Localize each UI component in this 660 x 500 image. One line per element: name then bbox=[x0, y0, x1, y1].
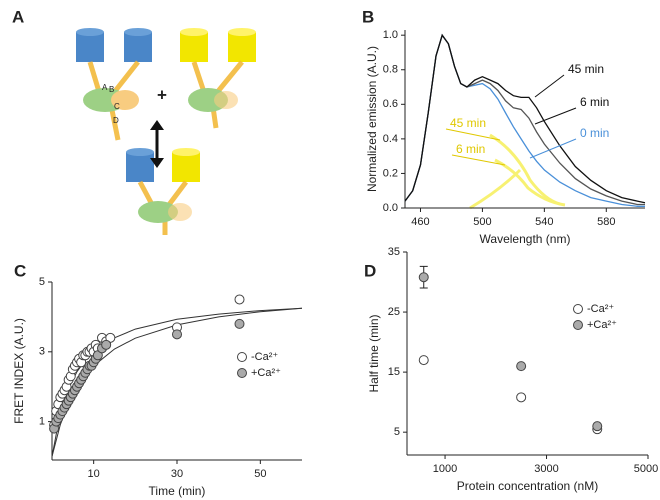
y-axis-label: Half time (min) bbox=[367, 314, 381, 392]
data-point bbox=[101, 339, 112, 350]
double-arrow bbox=[150, 120, 164, 168]
y-tick-label: 5 bbox=[394, 426, 400, 438]
spectrum-line bbox=[404, 33, 646, 204]
spectrum-line bbox=[404, 33, 645, 206]
data-point bbox=[516, 392, 527, 403]
legend-marker bbox=[237, 368, 247, 378]
y-axis-label: FRET INDEX (A.U.) bbox=[12, 318, 26, 424]
annotation: 6 min bbox=[580, 95, 609, 109]
domain-label: A bbox=[102, 83, 108, 92]
x-tick-label: 50 bbox=[254, 468, 266, 480]
legend-label: +Ca²⁺ bbox=[251, 367, 281, 379]
y-tick-label: 15 bbox=[388, 366, 400, 378]
x-tick-label: 540 bbox=[535, 216, 553, 228]
legend-label: -Ca²⁺ bbox=[251, 351, 278, 363]
x-tick-label: 10 bbox=[88, 468, 100, 480]
annotation-arrow bbox=[451, 154, 506, 166]
legend-marker bbox=[573, 304, 583, 314]
proteins bbox=[83, 60, 244, 235]
y-tick-label: 1.0 bbox=[383, 29, 398, 41]
annotation-arrow bbox=[534, 74, 565, 98]
annotation-arrow bbox=[445, 128, 501, 141]
yellow-illustration bbox=[469, 133, 566, 210]
diagram-panel: A A B C D + bbox=[12, 7, 256, 235]
annotation: 6 min bbox=[456, 142, 485, 156]
cylinders bbox=[76, 28, 256, 182]
x-tick-label: 580 bbox=[597, 216, 615, 228]
y-tick-label: 0.2 bbox=[383, 167, 398, 179]
data-point bbox=[418, 272, 429, 283]
x-tick-label: 1000 bbox=[433, 463, 457, 475]
y-tick-label: 3 bbox=[39, 346, 45, 358]
x-tick-label: 30 bbox=[171, 468, 183, 480]
x-tick-label: 3000 bbox=[534, 463, 558, 475]
domain-label: C bbox=[114, 102, 120, 111]
annotation: 45 min bbox=[450, 116, 486, 130]
data-point bbox=[516, 361, 527, 372]
y-tick-label: 1 bbox=[39, 416, 45, 428]
data-point bbox=[172, 329, 182, 340]
legend-marker bbox=[237, 352, 247, 362]
panel-label: D bbox=[364, 261, 376, 280]
legend-marker bbox=[573, 320, 583, 330]
spectrum-line bbox=[404, 33, 645, 207]
y-tick-label: 5 bbox=[39, 276, 45, 288]
panel-label: A bbox=[12, 7, 24, 26]
y-tick-label: 25 bbox=[388, 306, 400, 318]
domain-label: B bbox=[109, 85, 114, 94]
domain-label: D bbox=[113, 116, 119, 125]
plus-sign: + bbox=[157, 85, 167, 104]
panel-label: B bbox=[362, 7, 374, 26]
data-point bbox=[592, 421, 603, 432]
annotation: 45 min bbox=[568, 62, 604, 76]
y-tick-label: 0.6 bbox=[383, 98, 398, 110]
annotation-arrow bbox=[529, 138, 577, 159]
y-tick-label: 0.8 bbox=[383, 64, 398, 76]
panel-label: C bbox=[14, 261, 26, 280]
x-tick-label: 500 bbox=[473, 216, 491, 228]
y-tick-label: 35 bbox=[388, 246, 400, 258]
data-point bbox=[234, 318, 245, 329]
x-tick-label: 460 bbox=[411, 216, 429, 228]
x-axis-label: Wavelength (nm) bbox=[480, 232, 571, 246]
x-axis-label: Protein concentration (nM) bbox=[457, 479, 598, 493]
annotation-arrow bbox=[534, 107, 577, 125]
x-axis-label: Time (min) bbox=[149, 484, 206, 498]
y-tick-label: 0.4 bbox=[383, 133, 398, 145]
legend-label: -Ca²⁺ bbox=[587, 303, 614, 315]
legend-label: +Ca²⁺ bbox=[587, 319, 617, 331]
data-point bbox=[418, 355, 429, 366]
y-tick-label: 0.0 bbox=[383, 202, 398, 214]
y-axis-label: Normalized emission (A.U.) bbox=[365, 46, 379, 192]
annotation: 0 min bbox=[580, 126, 609, 140]
x-tick-label: 5000 bbox=[634, 463, 658, 475]
data-point bbox=[234, 294, 245, 305]
